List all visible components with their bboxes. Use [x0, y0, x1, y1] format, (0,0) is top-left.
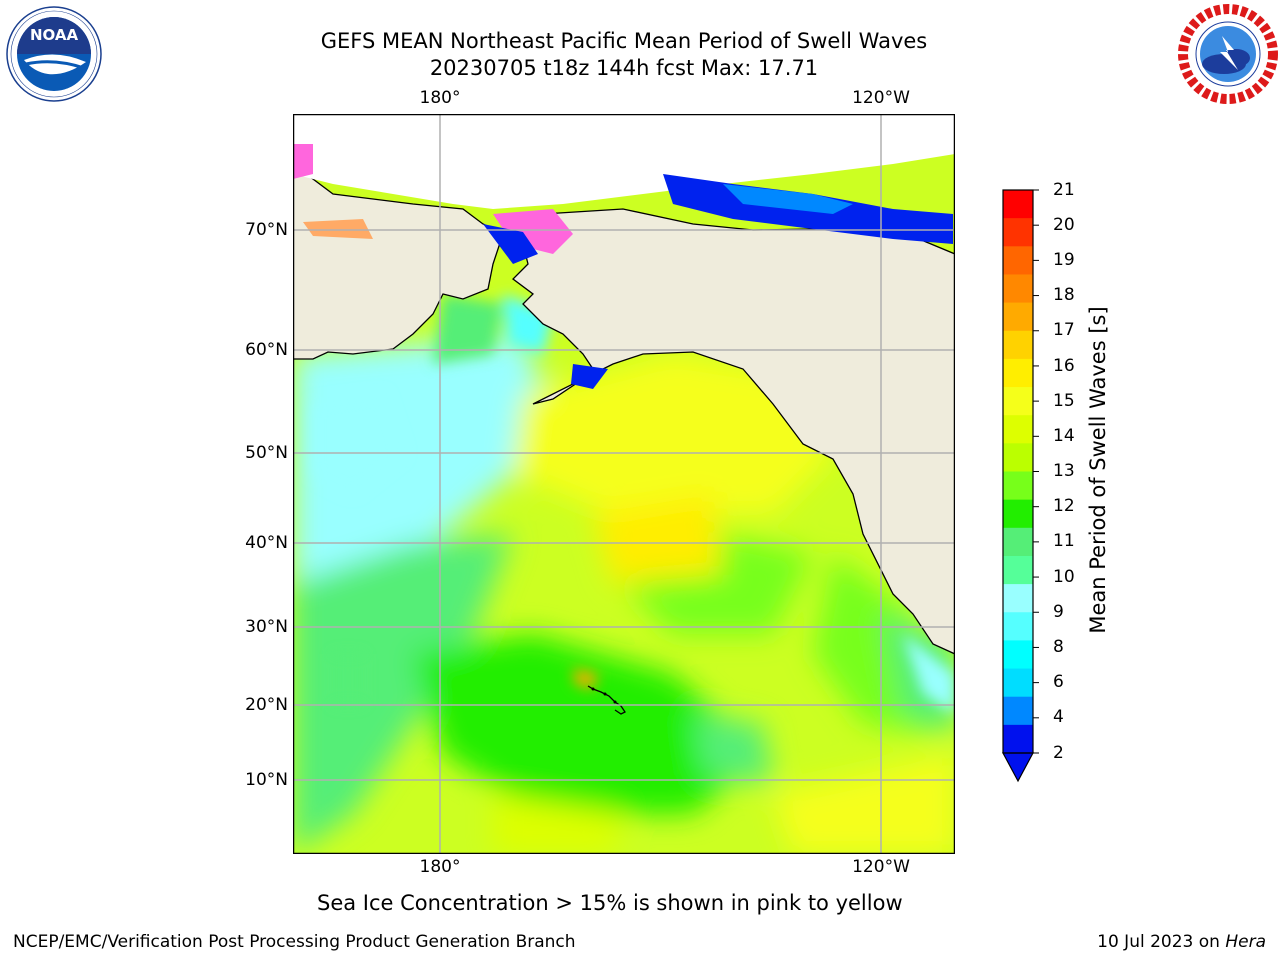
light-green-region [433, 294, 503, 364]
lon-label-bottom: 120°W [852, 857, 910, 877]
lat-label: 20°N [245, 695, 288, 715]
sea-ice-band [723, 184, 853, 214]
colorbar-segment [1003, 302, 1033, 332]
colorbar-segment [1003, 612, 1033, 641]
asia-landmass [293, 163, 504, 360]
colorbar-tick: 10 [1053, 567, 1075, 587]
colorbar-segment [1003, 724, 1033, 754]
orange-region [573, 669, 598, 689]
lon-label-top: 180° [419, 88, 461, 108]
chart-title: GEFS MEAN Northeast Pacific Mean Period … [320, 29, 928, 53]
yellow-region [773, 754, 955, 854]
colorbar-tick: 8 [1053, 637, 1064, 657]
colorbar-tick: 6 [1053, 672, 1064, 692]
sea-ice-band [571, 364, 608, 389]
nws-logo [1178, 4, 1278, 104]
noaa-logo-text: NOAA [30, 26, 79, 44]
footer-timestamp: 10 Jul 2023 on Hera [1097, 932, 1266, 952]
colorbar-tick: 15 [1053, 391, 1075, 411]
swell-period-map [293, 114, 955, 854]
colorbar-tick: 18 [1053, 285, 1075, 305]
colorbar-segment [1003, 218, 1033, 247]
lat-label: 60°N [245, 340, 288, 360]
sea-ice-band [303, 219, 373, 239]
lat-label: 40°N [245, 533, 288, 553]
colorbar-tick: 9 [1053, 602, 1064, 622]
colorbar-segment [1003, 274, 1033, 304]
colorbar-label: Mean Period of Swell Waves [s] [1086, 306, 1110, 634]
sea-ice-band [293, 144, 313, 179]
sea-ice-note: Sea Ice Concentration > 15% is shown in … [317, 891, 903, 915]
light-green-region [693, 714, 773, 784]
arctic-landmass [293, 114, 955, 209]
green-region [623, 534, 813, 634]
colorbar-extend-arrow [1001, 752, 1035, 783]
colorbar-tick: 4 [1053, 707, 1064, 727]
colorbar-segment [1003, 640, 1033, 670]
noaa-logo: NOAA [6, 6, 102, 102]
colorbar-tick: 21 [1053, 180, 1075, 200]
colorbar-segment [1003, 330, 1033, 360]
light-green-region [333, 654, 363, 704]
light-green-region [293, 534, 513, 854]
cyan-region [313, 394, 403, 494]
lat-label: 50°N [245, 443, 288, 463]
lon-label-bottom: 180° [419, 857, 461, 877]
footer-date: 10 Jul 2023 on [1097, 932, 1220, 952]
footer-host: Hera [1225, 932, 1266, 952]
light-green-region [903, 634, 955, 714]
colorbar-tick: 20 [1053, 215, 1075, 235]
lat-label: 30°N [245, 617, 288, 637]
colorbar-segment [1003, 668, 1033, 698]
colorbar-tick: 13 [1053, 461, 1075, 481]
yellow-region [593, 494, 723, 584]
yellow-region [513, 354, 833, 514]
colorbar-tick: 17 [1053, 320, 1075, 340]
colorbar-tick: 2 [1053, 743, 1064, 763]
colorbar-segment [1003, 471, 1033, 501]
colorbar-segment [1003, 387, 1033, 416]
colorbar-segment [1003, 190, 1033, 219]
lat-label: 70°N [245, 220, 288, 240]
colorbar-tick: 19 [1053, 250, 1075, 270]
colorbar-segment [1003, 415, 1033, 444]
colorbar-segment [1003, 527, 1033, 557]
colorbar-tick: 11 [1053, 531, 1075, 551]
footer-credit: NCEP/EMC/Verification Post Processing Pr… [13, 932, 576, 952]
colorbar-segment [1003, 443, 1033, 472]
colorbar-segment [1003, 358, 1033, 388]
colorbar-segment [1003, 499, 1033, 529]
colorbar-tick: 16 [1053, 356, 1075, 376]
lon-label-top: 120°W [852, 88, 910, 108]
sea-ice-band [483, 224, 538, 264]
green-region [413, 634, 763, 814]
yellow-region [493, 794, 623, 854]
colorbar-tick: 14 [1053, 426, 1075, 446]
lat-label: 10°N [245, 770, 288, 790]
colorbar-segment [1003, 555, 1033, 585]
colorbar [1001, 189, 1039, 783]
colorbar-segment [1003, 584, 1033, 613]
chart-subtitle: 20230705 t18z 144h fcst Max: 17.71 [429, 56, 819, 80]
colorbar-tick: 12 [1053, 496, 1075, 516]
colorbar-segment [1003, 696, 1033, 726]
colorbar-segment [1003, 246, 1033, 275]
